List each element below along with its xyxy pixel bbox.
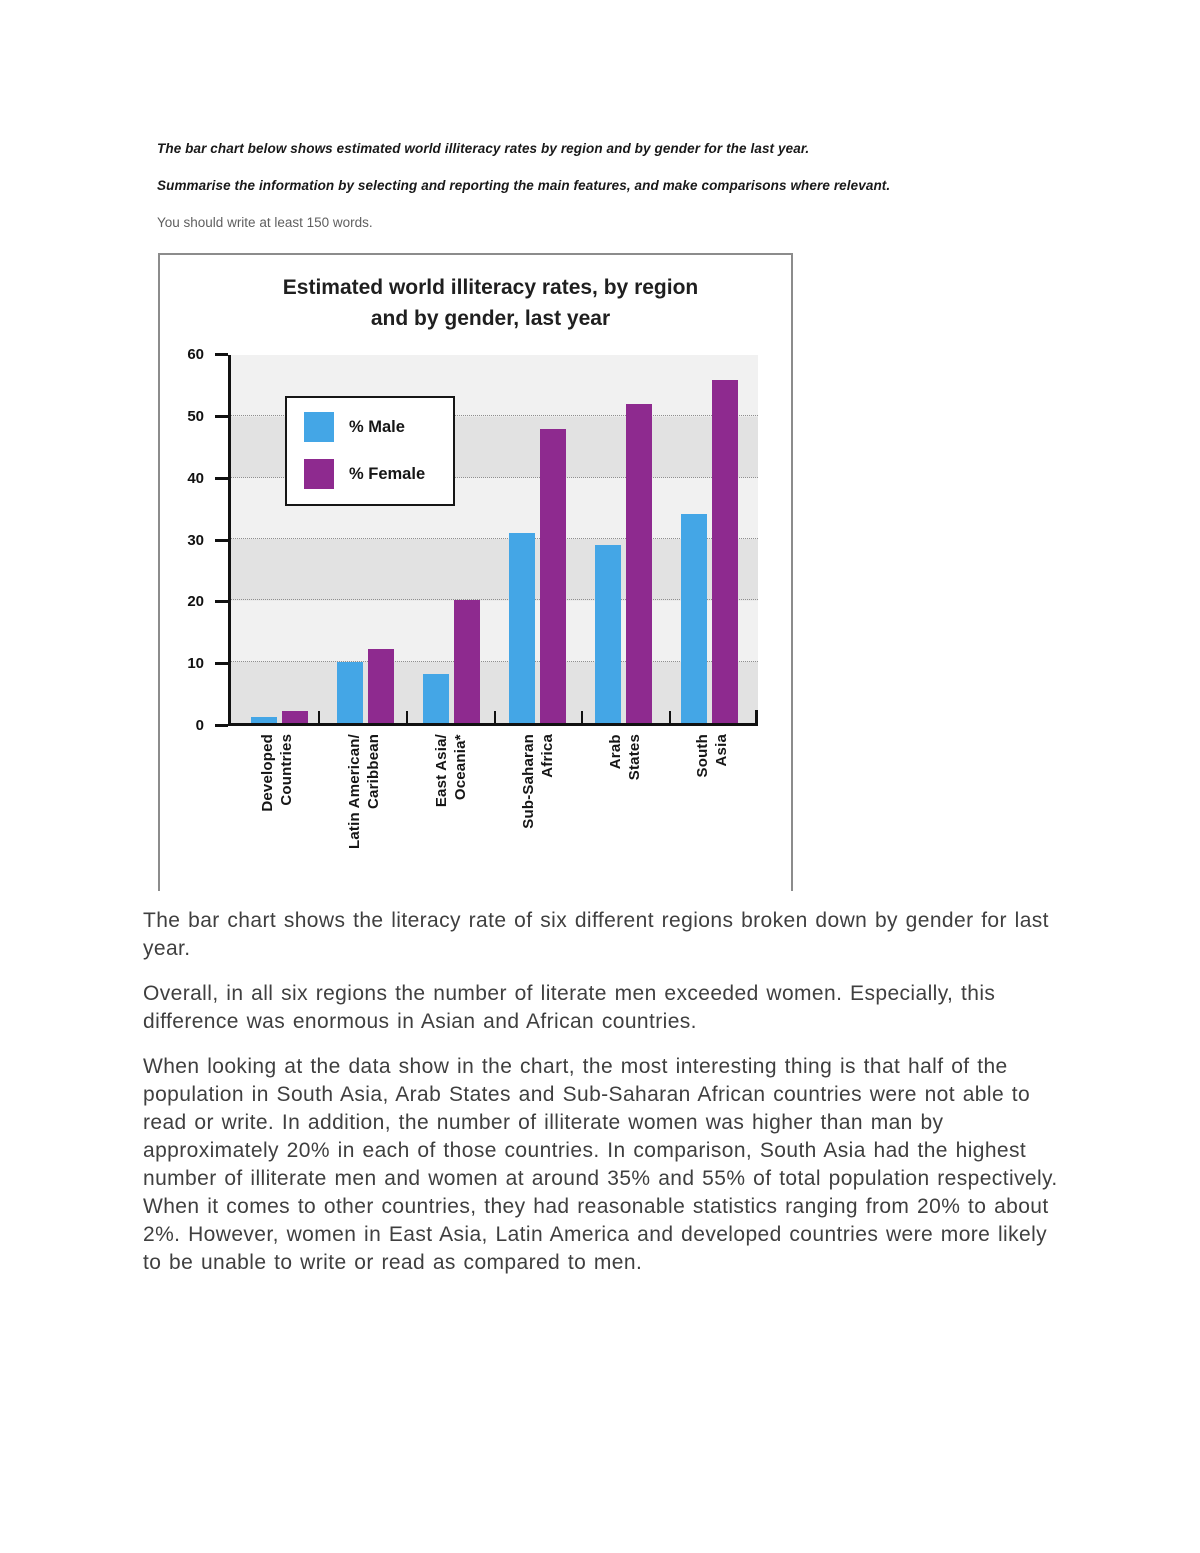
bar-group-0 bbox=[237, 355, 323, 723]
chart-panel: Estimated world illiteracy rates, by reg… bbox=[158, 253, 793, 891]
chart-title: Estimated world illiteracy rates, by reg… bbox=[160, 272, 791, 334]
x-category-label-3: Sub-Saharan Africa bbox=[519, 734, 556, 829]
x-label-slot-2: East Asia/ Oceania* bbox=[408, 734, 495, 884]
legend-swatch bbox=[304, 459, 334, 489]
x-axis-tick-1 bbox=[317, 711, 320, 723]
plot-area: % Male % Female bbox=[228, 355, 758, 726]
bar-group-5 bbox=[666, 355, 752, 723]
bar-male-4 bbox=[594, 545, 621, 723]
chart-title-line-1: Estimated world illiteracy rates, by reg… bbox=[282, 276, 699, 299]
word-count-note: You should write at least 150 words. bbox=[157, 215, 373, 230]
y-tick-label-20: 20 bbox=[187, 593, 204, 611]
y-tick-label-40: 40 bbox=[187, 469, 204, 487]
bar-male-2 bbox=[423, 673, 450, 723]
gridline-30 bbox=[231, 538, 758, 539]
y-tick-mark-60 bbox=[215, 353, 228, 356]
legend-swatch bbox=[304, 412, 334, 442]
gridline-20 bbox=[231, 599, 758, 601]
bar-group-1 bbox=[323, 355, 409, 723]
bar-group-2 bbox=[409, 355, 495, 723]
legend-row-female: % Female bbox=[304, 459, 453, 489]
x-category-label-2: East Asia/ Oceania* bbox=[433, 734, 470, 808]
x-label-slot-4: Arab States bbox=[581, 734, 668, 884]
essay-paragraph-2: Overall, in all six regions the number o… bbox=[143, 982, 996, 1033]
x-category-label-5: South Asia bbox=[693, 734, 730, 778]
essay-body: The bar chart shows the literacy rate of… bbox=[143, 907, 1067, 1277]
bar-group-4 bbox=[580, 355, 666, 723]
y-tick-mark-20 bbox=[215, 600, 228, 604]
y-tick-mark-40 bbox=[215, 476, 228, 480]
x-label-slot-0: Developed Countries bbox=[234, 734, 321, 884]
y-tick-mark-30 bbox=[215, 538, 228, 542]
y-tick-label-60: 60 bbox=[187, 346, 204, 363]
gridline-40 bbox=[231, 476, 758, 478]
gridline-50 bbox=[231, 415, 758, 417]
gridline-10 bbox=[231, 660, 758, 662]
document-page: The bar chart below shows estimated worl… bbox=[143, 141, 1200, 1277]
chart-body: 0 10 20 30 40 50 60 % Male % Female bbox=[160, 346, 791, 734]
bar-female-5 bbox=[711, 379, 738, 723]
y-tick-mark-50 bbox=[215, 414, 228, 418]
legend-label-female: % Female bbox=[349, 464, 426, 483]
y-tick-label-30: 30 bbox=[187, 531, 204, 549]
x-category-label-0: Developed Countries bbox=[259, 734, 296, 812]
bar-female-4 bbox=[625, 404, 652, 723]
bars-layer bbox=[231, 355, 758, 723]
y-tick-label-0: 0 bbox=[195, 717, 204, 734]
legend-label-male: % Male bbox=[349, 417, 405, 436]
bar-group-3 bbox=[494, 355, 580, 723]
bar-female-1 bbox=[368, 649, 395, 723]
bar-male-1 bbox=[337, 661, 364, 723]
x-axis-tick-5 bbox=[669, 711, 672, 723]
chart-legend: % Male % Female bbox=[285, 396, 455, 506]
legend-row-male: % Male bbox=[304, 412, 453, 442]
y-axis: 0 10 20 30 40 50 60 bbox=[160, 346, 228, 734]
y-tick-mark-10 bbox=[215, 662, 228, 666]
x-axis-tick-4 bbox=[581, 711, 584, 723]
bar-male-0 bbox=[251, 716, 278, 723]
x-axis-tick-2 bbox=[405, 711, 408, 723]
essay-paragraph-3: When looking at the data show in the cha… bbox=[143, 1055, 1058, 1274]
bar-female-3 bbox=[539, 428, 566, 723]
x-axis-tick-3 bbox=[493, 711, 496, 723]
x-axis-end-tick bbox=[755, 710, 758, 723]
y-tick-mark-0 bbox=[215, 724, 228, 727]
essay-paragraph-1: The bar chart shows the literacy rate of… bbox=[143, 909, 1049, 960]
x-label-slot-1: Latin American/ Caribbean bbox=[321, 734, 408, 884]
bar-female-0 bbox=[282, 710, 309, 723]
y-tick-label-50: 50 bbox=[187, 407, 204, 425]
bar-male-3 bbox=[508, 532, 535, 723]
task-instructions: The bar chart below shows estimated worl… bbox=[157, 141, 1200, 230]
y-tick-label-10: 10 bbox=[187, 655, 204, 673]
x-label-slot-3: Sub-Saharan Africa bbox=[494, 734, 581, 884]
bar-female-2 bbox=[454, 600, 481, 723]
x-category-label-1: Latin American/ Caribbean bbox=[346, 734, 383, 849]
bar-male-5 bbox=[680, 514, 707, 723]
x-label-slot-5: South Asia bbox=[668, 734, 755, 884]
x-labels: Developed Countries Latin American/ Carib… bbox=[228, 734, 761, 884]
chart-title-line-2: and by gender, last year bbox=[370, 307, 611, 330]
task-prompt-line-1: The bar chart below shows estimated worl… bbox=[157, 141, 810, 156]
x-category-label-4: Arab States bbox=[606, 734, 643, 781]
task-prompt-line-2: Summarise the information by selecting a… bbox=[157, 178, 891, 193]
